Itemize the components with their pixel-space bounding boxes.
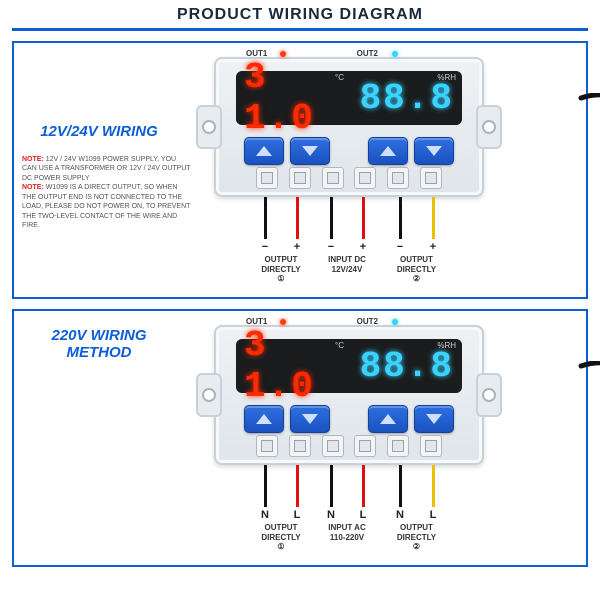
section-heading-1: 12V/24V WIRING — [24, 123, 174, 140]
button-row-temp — [244, 137, 330, 165]
unit-rh: %RH — [437, 73, 456, 82]
hum-down-button[interactable] — [414, 137, 454, 165]
terminal-label: + — [360, 241, 366, 253]
display-humidity: 88.8 — [360, 78, 454, 119]
lcd-screen: °C %RH 3 1.0 88.8 — [236, 71, 462, 125]
terminal-label: L — [360, 509, 367, 521]
controller-device: OUT1 OUT2 °C %RH 3 1.0 88.8 — [214, 325, 484, 465]
hum-up-button[interactable] — [368, 137, 408, 165]
terminal-group-label: INPUT AC110-220V — [328, 523, 365, 542]
note-block-1: NOTE: 12V / 24V W1099 POWER SUPPLY, YOU … — [22, 155, 192, 231]
terminal-label: − — [262, 241, 268, 253]
wire — [399, 197, 402, 239]
wire — [432, 465, 435, 507]
temp-up-button[interactable] — [244, 405, 284, 433]
terminal-label: L — [294, 509, 301, 521]
button-row-temp — [244, 405, 330, 433]
page-title: PRODUCT WIRING DIAGRAM — [12, 0, 588, 31]
display-temperature: 3 1.0 — [244, 57, 360, 139]
terminal-label: − — [397, 241, 403, 253]
wire — [296, 465, 299, 507]
wire-group-1 — [254, 197, 444, 257]
button-row-hum — [368, 405, 454, 433]
lcd-screen: °C %RH 3 1.0 88.8 — [236, 339, 462, 393]
temp-down-button[interactable] — [290, 405, 330, 433]
sensor-cable — [576, 93, 600, 213]
terminal-group-label: INPUT DC12V/24V — [328, 255, 366, 274]
wire — [264, 465, 267, 507]
sensor-assembly — [586, 53, 600, 223]
panel-12v24v: 12V/24V WIRING NOTE: 12V / 24V W1099 POW… — [12, 41, 588, 299]
unit-rh: %RH — [437, 341, 456, 350]
mount-ear-right — [476, 105, 502, 149]
sensor-assembly — [586, 321, 600, 491]
button-row-hum — [368, 137, 454, 165]
panel-220v: 220V WIRING METHOD OUT1 OUT2 °C %RH 3 1.… — [12, 309, 588, 567]
led-out2 — [392, 319, 398, 325]
mount-ear-left — [196, 105, 222, 149]
wire — [362, 465, 365, 507]
unit-celsius: °C — [335, 73, 344, 82]
controller-device: OUT1 OUT2 °C %RH 3 1.0 88.8 — [214, 57, 484, 197]
wire — [399, 465, 402, 507]
display-humidity: 88.8 — [360, 346, 454, 387]
display-temperature: 3 1.0 — [244, 325, 360, 407]
terminal-label: L — [430, 509, 437, 521]
terminal-label: N — [327, 509, 335, 521]
terminal-label: + — [430, 241, 436, 253]
section-heading-2: 220V WIRING METHOD — [24, 327, 174, 361]
terminal-group-label: OUTPUTDIRECTLY② — [397, 523, 436, 552]
wire — [330, 197, 333, 239]
wire — [362, 197, 365, 239]
mount-ear-left — [196, 373, 222, 417]
led-out2 — [392, 51, 398, 57]
wire — [296, 197, 299, 239]
temp-down-button[interactable] — [290, 137, 330, 165]
temp-up-button[interactable] — [244, 137, 284, 165]
terminal-label: − — [328, 241, 334, 253]
terminal-label: N — [261, 509, 269, 521]
unit-celsius: °C — [335, 341, 344, 350]
terminal-strip — [256, 435, 442, 457]
wire — [264, 197, 267, 239]
hum-down-button[interactable] — [414, 405, 454, 433]
terminal-label: + — [294, 241, 300, 253]
terminal-strip — [256, 167, 442, 189]
wire — [330, 465, 333, 507]
hum-up-button[interactable] — [368, 405, 408, 433]
terminal-label: N — [396, 509, 404, 521]
mount-ear-right — [476, 373, 502, 417]
wire — [432, 197, 435, 239]
terminal-group-label: OUTPUTDIRECTLY① — [261, 523, 300, 552]
terminal-group-label: OUTPUTDIRECTLY① — [261, 255, 300, 284]
terminal-group-label: OUTPUTDIRECTLY② — [397, 255, 436, 284]
sensor-cable — [576, 361, 600, 481]
